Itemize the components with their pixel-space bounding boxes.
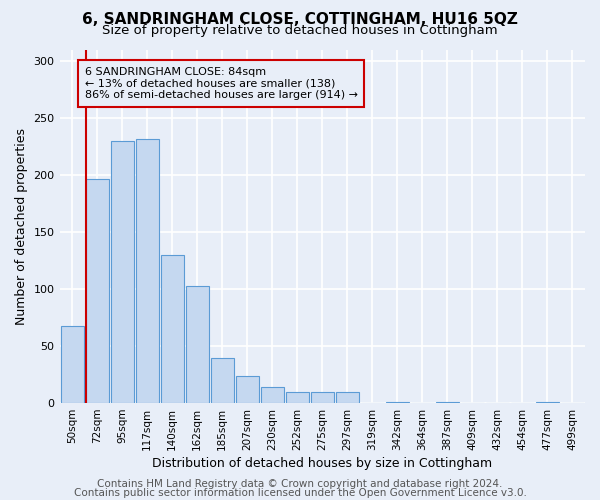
Bar (161, 255, 184, 403)
Bar (311, 392, 334, 403)
Text: Contains HM Land Registry data © Crown copyright and database right 2024.: Contains HM Land Registry data © Crown c… (97, 479, 503, 489)
Bar (286, 392, 309, 403)
Bar (336, 392, 359, 403)
Bar (436, 402, 459, 403)
Bar (536, 402, 559, 403)
Bar (236, 376, 259, 403)
Bar (185, 286, 209, 403)
Bar (61, 326, 83, 403)
Text: Contains public sector information licensed under the Open Government Licence v3: Contains public sector information licen… (74, 488, 526, 498)
Bar (386, 402, 409, 403)
Text: 6, SANDRINGHAM CLOSE, COTTINGHAM, HU16 5QZ: 6, SANDRINGHAM CLOSE, COTTINGHAM, HU16 5… (82, 12, 518, 28)
Y-axis label: Number of detached properties: Number of detached properties (15, 128, 28, 325)
Bar (110, 141, 134, 403)
Bar (211, 358, 233, 403)
Bar (86, 178, 109, 403)
Text: Size of property relative to detached houses in Cottingham: Size of property relative to detached ho… (102, 24, 498, 37)
Bar (136, 139, 158, 403)
Text: 6 SANDRINGHAM CLOSE: 84sqm
← 13% of detached houses are smaller (138)
86% of sem: 6 SANDRINGHAM CLOSE: 84sqm ← 13% of deta… (85, 67, 358, 100)
Bar (261, 387, 284, 403)
X-axis label: Distribution of detached houses by size in Cottingham: Distribution of detached houses by size … (152, 457, 493, 470)
